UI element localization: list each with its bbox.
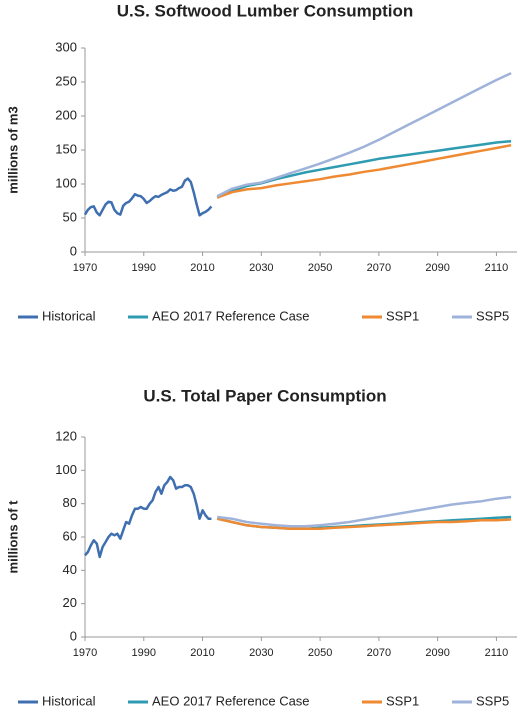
x-tick-label: 2050 (308, 262, 332, 274)
y-tick-label: 0 (70, 628, 77, 643)
legend-label: Historical (42, 308, 96, 323)
x-tick-label: 2010 (190, 262, 214, 274)
x-tick-label: 2070 (367, 262, 391, 274)
y-tick-label: 250 (55, 73, 77, 88)
y-tick-label: 120 (55, 428, 77, 443)
x-tick-label: 2010 (190, 647, 214, 659)
y-tick-label: 100 (55, 175, 77, 190)
y-tick-label: 60 (63, 528, 77, 543)
series-line (216, 72, 512, 198)
x-tick-label: 2110 (485, 647, 509, 659)
legend-label: SSP5 (476, 693, 509, 708)
legend-label: SSP1 (386, 308, 419, 323)
y-tick-label: 0 (70, 243, 77, 258)
series-line (216, 517, 512, 530)
x-tick-label: 2030 (249, 647, 273, 659)
legend-label: SSP5 (476, 308, 509, 323)
y-tick-label: 150 (55, 141, 77, 156)
y-tick-label: 100 (55, 462, 77, 477)
chart-title: U.S. Softwood Lumber Consumption (117, 1, 414, 20)
x-tick-label: 2030 (249, 262, 273, 274)
series-line (83, 177, 213, 217)
x-tick-label: 1990 (132, 647, 156, 659)
x-tick-label: 1970 (73, 647, 97, 659)
x-tick-label: 2070 (367, 647, 391, 659)
y-tick-label: 20 (63, 595, 77, 610)
legend-label: AEO 2017 Reference Case (152, 308, 310, 323)
y-axis-label: millions of t (5, 500, 20, 574)
legend-label: SSP1 (386, 693, 419, 708)
series-line (84, 475, 212, 559)
x-tick-label: 2090 (425, 647, 449, 659)
y-tick-label: 200 (55, 107, 77, 122)
y-tick-label: 40 (63, 562, 77, 577)
series-line (217, 495, 512, 528)
legend-label: AEO 2017 Reference Case (152, 693, 310, 708)
chart-title: U.S. Total Paper Consumption (143, 386, 386, 405)
y-tick-label: 80 (63, 495, 77, 510)
x-tick-label: 1990 (132, 262, 156, 274)
x-tick-label: 2050 (308, 647, 332, 659)
y-axis-label: millions of m3 (5, 106, 20, 193)
legend-label: Historical (42, 693, 96, 708)
x-tick-label: 2110 (485, 262, 509, 274)
y-tick-label: 50 (63, 209, 77, 224)
series-line (216, 143, 512, 199)
x-tick-label: 2090 (425, 262, 449, 274)
x-tick-label: 1970 (73, 262, 97, 274)
y-tick-label: 300 (55, 39, 77, 54)
